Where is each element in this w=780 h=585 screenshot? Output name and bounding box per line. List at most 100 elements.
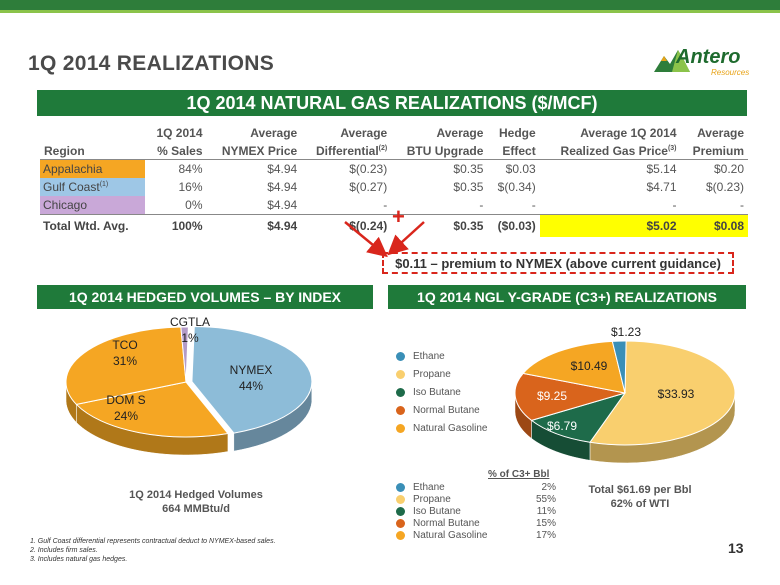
realizations-table: 1Q 2014 Average Average Average Hedge Av…: [40, 125, 748, 237]
legend-label: Iso Butane: [413, 386, 461, 398]
ngl-total: Total $61.69 per Bbl 62% of WTI: [582, 483, 698, 511]
footnote: 2. Includes firm sales.: [30, 547, 98, 554]
pie-slice: [611, 340, 627, 394]
top-bar-accent: [0, 10, 780, 13]
premium-cell: $(0.23): [705, 180, 744, 194]
arrow-from-differential: [344, 221, 388, 258]
propane-dot-icon: [396, 494, 405, 504]
ngl-realizations-banner: 1Q 2014 NGL Y-GRADE (C3+) REALIZATIONS: [388, 285, 746, 309]
nymex-cell: $4.94: [267, 180, 298, 194]
region-cell: Chicago: [40, 196, 146, 215]
pct-name: Natural Gasoline: [413, 529, 488, 541]
pie-value: 31%: [113, 354, 137, 368]
list-item: Ethane 2%: [396, 481, 556, 493]
table-row: Chicago 0% $4.94 - - - - -: [40, 196, 748, 215]
header-btu-line2: BTU Upgrade: [391, 141, 488, 160]
header-btu-line1: Average: [436, 126, 484, 140]
pie-slice: [530, 392, 627, 443]
hedged-volumes-banner: 1Q 2014 HEDGED VOLUMES – BY INDEX: [37, 285, 373, 309]
natural-gasoline-dot-icon: [396, 423, 405, 433]
pie-slice: [191, 326, 313, 434]
nymex-cell: $4.94: [267, 198, 298, 212]
natural-gasoline-dot-icon: [396, 530, 405, 540]
legend-item: Normal Butane: [396, 401, 487, 419]
legend-label: Propane: [413, 368, 451, 380]
realized-cell: -: [672, 198, 677, 212]
footnote: 1. Gulf Coast differential represents co…: [30, 538, 276, 545]
pie-label: NYMEX: [230, 363, 273, 377]
diff-cell: -: [383, 198, 388, 212]
hedge-cell: $0.03: [505, 162, 536, 176]
diff-cell: $(0.23): [349, 162, 388, 176]
pie-label: TCO: [112, 338, 137, 352]
diff-cell: $(0.24): [301, 214, 392, 237]
hedged-volumes-pie: NYMEX 44% DOM S 24% TCO 31% CGTLA 1%: [65, 315, 313, 456]
total-line1: Total $61.69 per Bbl: [588, 484, 692, 496]
header-hedge-line1: Hedge: [499, 126, 536, 140]
region-cell: Appalachia: [40, 159, 146, 178]
premium-cell: $0.08: [680, 214, 748, 237]
pie-label: $6.79: [547, 419, 577, 433]
ngl-legend: Ethane Propane Iso Butane Normal Butane …: [396, 347, 487, 437]
normal-butane-dot-icon: [396, 518, 405, 528]
pct-name: Normal Butane: [413, 517, 480, 529]
table-row: Appalachia 84% $4.94 $(0.23) $0.35 $0.03…: [40, 159, 748, 178]
legend-item: Natural Gasoline: [396, 419, 487, 437]
pie-label: $10.49: [571, 359, 608, 373]
pct-header: % of C3+ Bbl: [488, 469, 550, 480]
hedge-cell: -: [531, 198, 536, 212]
legend-item: Iso Butane: [396, 383, 487, 401]
footnote: 3. Includes natural gas hedges.: [30, 556, 128, 563]
realized-cell: $5.02: [539, 214, 681, 237]
diff-cell: $(0.27): [349, 180, 388, 194]
pie-value: 24%: [114, 409, 138, 423]
hedge-cell: $(0.34): [497, 180, 536, 194]
pie-slice: [75, 381, 229, 438]
legend-item: Ethane: [396, 347, 487, 365]
realized-cell: $5.14: [646, 162, 677, 176]
ethane-dot-icon: [396, 482, 405, 492]
pie-slice: [514, 372, 626, 421]
pct-name: Iso Butane: [413, 505, 461, 517]
arrow-from-btu: [387, 221, 425, 256]
page-title: 1Q 2014 REALIZATIONS: [28, 52, 275, 75]
pct-name: Ethane: [413, 481, 445, 493]
pie-slice: [522, 340, 626, 394]
pie-slice: [180, 326, 189, 383]
top-bar: [0, 0, 780, 10]
pct-name: Propane: [413, 493, 451, 505]
header-realized-line1: Average 1Q 2014: [580, 126, 677, 140]
total-row: Total Wtd. Avg. 100% $4.94 $(0.24) $0.35…: [40, 214, 748, 237]
logo-subtext: Resources: [711, 68, 750, 77]
ngl-realizations-pie: $33.93 $6.79 $9.25 $10.49 $1.23: [514, 325, 736, 464]
pie-slice: [589, 340, 736, 446]
propane-dot-icon: [396, 369, 405, 379]
pie-label: $9.25: [537, 389, 567, 403]
btu-cell: -: [479, 198, 484, 212]
sales-cell: 100%: [145, 214, 207, 237]
footnotes: 1. Gulf Coast differential represents co…: [30, 537, 276, 564]
pie-label: $1.23: [611, 325, 641, 339]
hedge-cell: ($0.03): [487, 214, 540, 237]
pie-label: CGTLA: [170, 315, 210, 329]
region-cell: Gulf Coast(1): [40, 178, 146, 196]
sales-cell: 84%: [178, 162, 203, 176]
nymex-cell: $4.94: [206, 214, 302, 237]
sales-cell: 16%: [178, 180, 203, 194]
sales-cell: 0%: [185, 198, 203, 212]
pie-value: 1%: [181, 331, 199, 345]
list-item: Propane 55%: [396, 493, 556, 505]
iso-butane-dot-icon: [396, 506, 405, 516]
list-item: Normal Butane 15%: [396, 517, 556, 529]
premium-cell: -: [740, 198, 744, 212]
premium-note: $0.11 – premium to NYMEX (above current …: [382, 252, 734, 274]
total-line2: 62% of WTI: [610, 498, 670, 510]
natural-gas-banner: 1Q 2014 NATURAL GAS REALIZATIONS ($/MCF): [37, 90, 747, 116]
plus-sign: +: [392, 204, 405, 229]
header-nymex-line1: Average: [250, 126, 298, 140]
caption-line1: 1Q 2014 Hedged Volumes: [129, 489, 263, 501]
realized-cell: $4.71: [646, 180, 677, 194]
page-number: 13: [728, 540, 744, 556]
pct-value: 17%: [535, 529, 556, 541]
